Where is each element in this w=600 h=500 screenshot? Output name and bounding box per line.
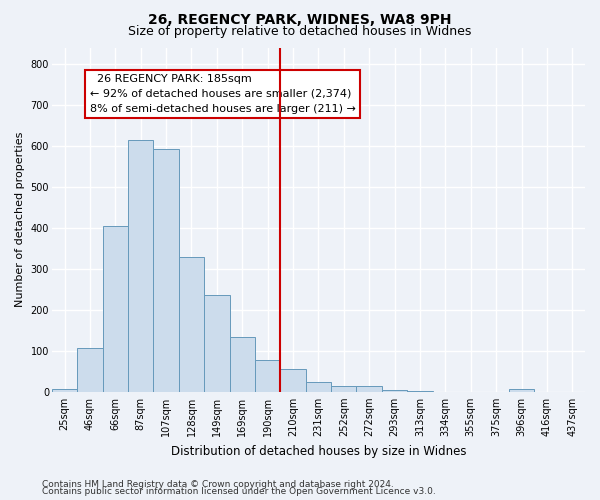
Bar bbox=[382, 390, 407, 392]
Bar bbox=[154, 148, 179, 392]
Bar bbox=[179, 258, 204, 392]
Bar bbox=[204, 295, 230, 392]
Bar bbox=[255, 360, 280, 392]
Bar bbox=[230, 338, 255, 392]
Bar bbox=[280, 370, 306, 392]
Bar bbox=[52, 388, 77, 392]
Bar bbox=[509, 388, 534, 392]
Y-axis label: Number of detached properties: Number of detached properties bbox=[15, 132, 25, 308]
Bar bbox=[306, 382, 331, 392]
Bar bbox=[407, 390, 433, 392]
Text: Contains public sector information licensed under the Open Government Licence v3: Contains public sector information licen… bbox=[42, 488, 436, 496]
Bar bbox=[77, 348, 103, 392]
Text: 26, REGENCY PARK, WIDNES, WA8 9PH: 26, REGENCY PARK, WIDNES, WA8 9PH bbox=[148, 12, 452, 26]
Text: Size of property relative to detached houses in Widnes: Size of property relative to detached ho… bbox=[128, 25, 472, 38]
X-axis label: Distribution of detached houses by size in Widnes: Distribution of detached houses by size … bbox=[170, 444, 466, 458]
Text: Contains HM Land Registry data © Crown copyright and database right 2024.: Contains HM Land Registry data © Crown c… bbox=[42, 480, 394, 489]
Bar bbox=[128, 140, 154, 392]
Bar bbox=[331, 386, 356, 392]
Bar bbox=[103, 226, 128, 392]
Text: 26 REGENCY PARK: 185sqm
← 92% of detached houses are smaller (2,374)
8% of semi-: 26 REGENCY PARK: 185sqm ← 92% of detache… bbox=[90, 74, 356, 114]
Bar bbox=[356, 386, 382, 392]
